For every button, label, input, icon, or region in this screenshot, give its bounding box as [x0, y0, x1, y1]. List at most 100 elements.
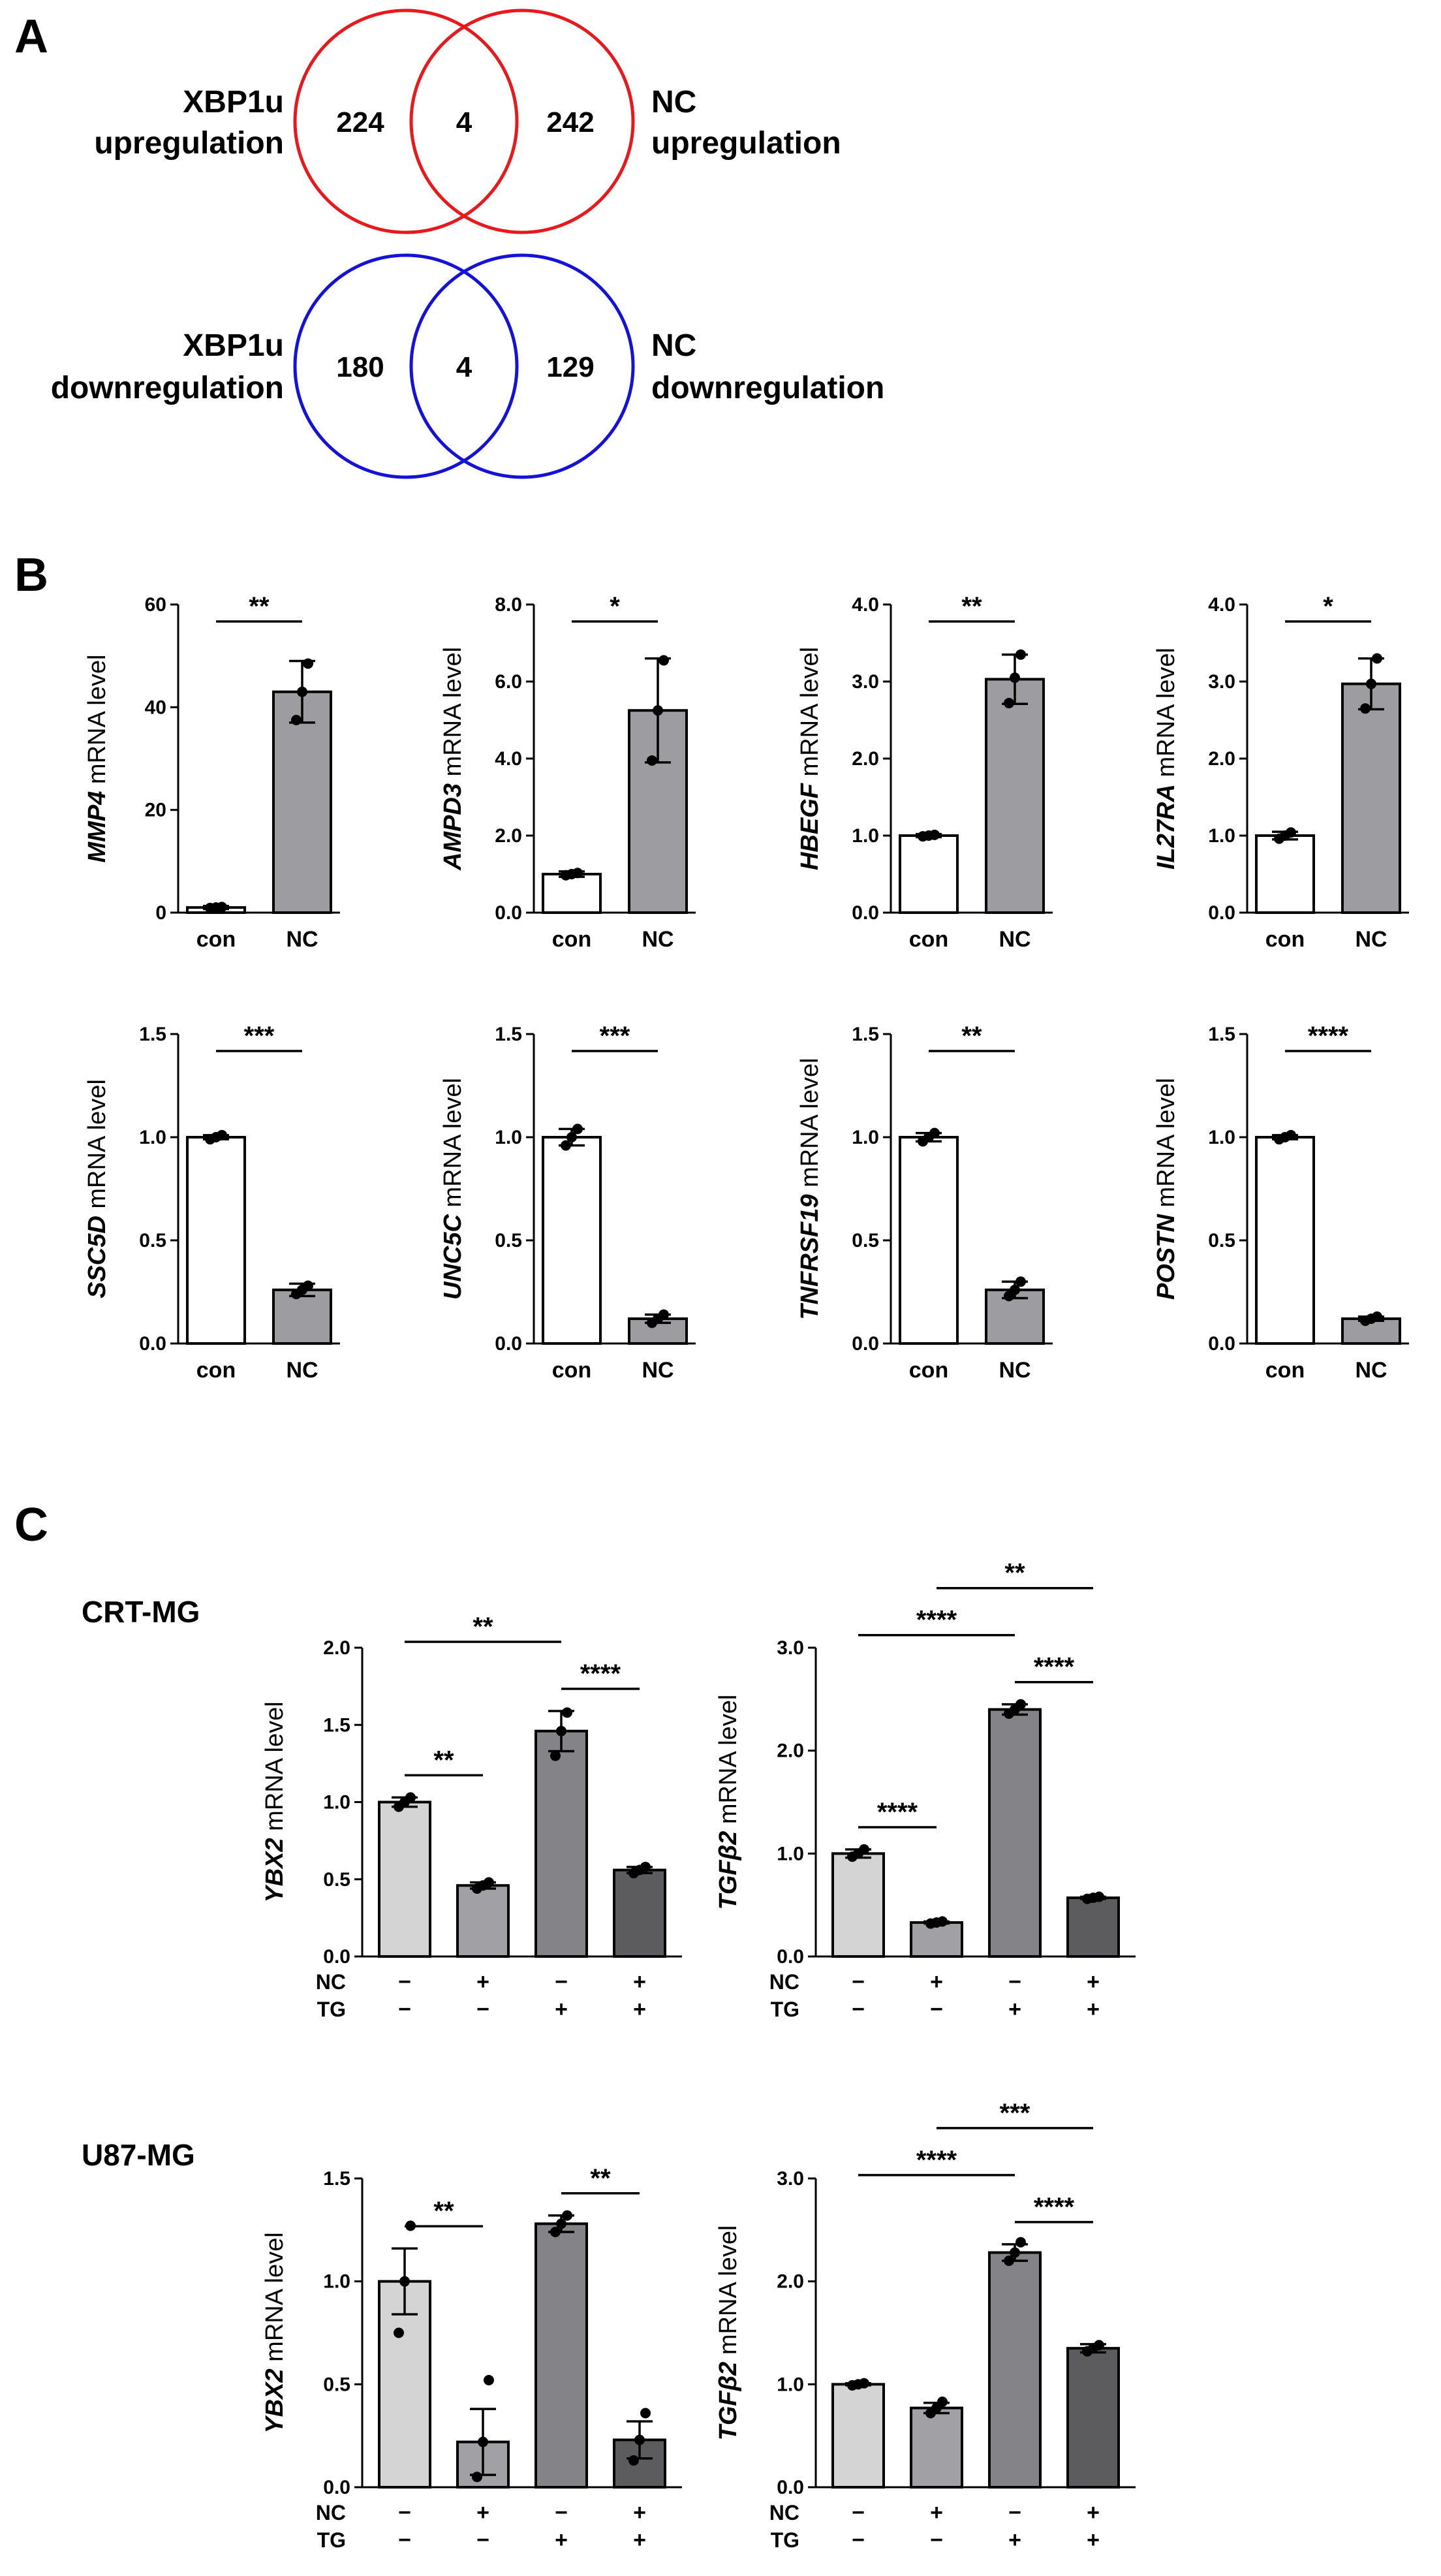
- condition-sign: +: [930, 1970, 943, 1994]
- data-point: [1015, 1699, 1026, 1710]
- y-tick-label: 2.0: [495, 825, 522, 847]
- data-point: [217, 1129, 227, 1140]
- data-point: [647, 755, 657, 766]
- data-point: [1010, 1284, 1020, 1295]
- y-axis-title-gene: TNFRSF19: [796, 1194, 824, 1319]
- significance-label: ****: [1034, 2193, 1075, 2222]
- panel-label-b: B: [14, 549, 48, 601]
- data-point: [484, 1877, 494, 1888]
- bar: [985, 678, 1045, 914]
- condition-sign: −: [930, 2528, 943, 2552]
- bar: [988, 2251, 1042, 2489]
- y-tick-label: 1.0: [323, 2271, 350, 2293]
- y-tick-label: 0.0: [323, 2477, 350, 2498]
- chart-il27ra: 0.0 1.0 2.0 3.0 4.0 IL27RA mRNA level con NC *: [1153, 592, 1409, 952]
- condition-sign: +: [1087, 1970, 1100, 1994]
- bar: [988, 1708, 1042, 1958]
- data-point: [550, 1750, 561, 1761]
- significance-label: **: [473, 1612, 493, 1641]
- y-tick-label: 1.5: [852, 1024, 879, 1045]
- condition-sign: −: [476, 2528, 489, 2552]
- data-point: [659, 1309, 669, 1320]
- data-point: [1015, 649, 1026, 660]
- significance-label: **: [590, 2164, 611, 2193]
- y-axis-title: YBX2 mRNA level: [261, 2232, 288, 2433]
- bar: [1066, 1896, 1120, 1958]
- significance-label: *: [610, 592, 620, 621]
- condition-sign: +: [633, 2528, 646, 2552]
- condition-sign: −: [1008, 1970, 1021, 1994]
- data-point: [937, 1916, 948, 1927]
- y-axis-title: UNC5C mRNA level: [439, 1078, 467, 1300]
- y-axis-title: YBX2 mRNA level: [261, 1701, 288, 1902]
- y-tick-label: 3.0: [777, 1637, 804, 1659]
- x-category-label: NC: [1355, 1358, 1387, 1383]
- condition-sign: −: [1008, 2500, 1021, 2525]
- data-point: [572, 868, 583, 879]
- data-point: [929, 829, 940, 840]
- chart-tnfrsf19: 0.0 0.5 1.0 1.5 TNFRSF19 mRNA level con NC **: [796, 1022, 1053, 1383]
- y-tick-label: 0.5: [323, 2374, 350, 2395]
- condition-sign: −: [852, 1970, 865, 1994]
- chart-hbegf: 0.0 1.0 2.0 3.0 4.0 HBEGF mRNA level con NC **: [796, 592, 1053, 952]
- y-tick-label: 0.0: [777, 1946, 804, 1968]
- y-tick-label: 1.0: [1208, 1127, 1235, 1148]
- data-point: [1360, 703, 1371, 714]
- bar: [272, 1288, 332, 1345]
- significance-label: **: [249, 592, 270, 621]
- x-category-label: NC: [999, 927, 1030, 952]
- data-point: [1286, 827, 1296, 838]
- condition-sign: −: [852, 2500, 865, 2525]
- significance-label: ****: [1034, 1653, 1075, 1682]
- data-point: [859, 1844, 869, 1855]
- y-tick-label: 1.0: [139, 1127, 166, 1148]
- bar: [910, 1921, 963, 1958]
- condition-sign: −: [398, 2500, 411, 2525]
- y-tick-label: 3.0: [777, 2168, 804, 2190]
- y-tick-label: 1.5: [323, 2168, 350, 2190]
- y-axis-title-gene: TGFβ2: [715, 2362, 742, 2441]
- data-point: [1010, 672, 1020, 683]
- condition-sign: −: [852, 2528, 865, 2552]
- bar: [831, 2383, 885, 2489]
- y-tick-label: 0.5: [139, 1230, 166, 1251]
- y-tick-label: 40: [145, 697, 166, 718]
- y-axis-title-gene: MMP4: [84, 791, 111, 863]
- y-axis-title-gene: UNC5C: [439, 1214, 467, 1300]
- condition-sign: +: [1008, 1997, 1021, 2022]
- condition-row-label: NC: [316, 1970, 346, 1994]
- data-point: [1004, 698, 1014, 709]
- y-axis-title: IL27RA mRNA level: [1153, 648, 1180, 870]
- significance-label: ****: [877, 1798, 918, 1827]
- data-point: [634, 2434, 645, 2445]
- condition-sign: −: [476, 1997, 489, 2022]
- data-point: [297, 686, 307, 697]
- panel-label-a: A: [14, 10, 48, 63]
- y-axis-title-suffix: mRNA level: [1153, 648, 1180, 784]
- y-axis-title-gene: AMPD3: [439, 783, 467, 871]
- y-tick-label: 20: [145, 800, 166, 821]
- bar: [378, 2280, 431, 2489]
- x-category-label: con: [909, 927, 948, 952]
- x-category-label: con: [552, 927, 591, 952]
- data-point: [1015, 1276, 1026, 1287]
- data-point: [640, 1861, 651, 1872]
- venn-upregulation: XBP1u upregulation NC upregulation 224 4…: [94, 8, 841, 234]
- bar: [456, 1884, 510, 1958]
- y-tick-label: 3.0: [852, 671, 879, 693]
- y-tick-label: 0.0: [1208, 1333, 1235, 1355]
- bar: [1341, 682, 1401, 915]
- condition-sign: +: [555, 1997, 568, 2022]
- bar: [186, 1136, 246, 1345]
- venn-circle-left: [293, 8, 519, 234]
- y-tick-label: 3.0: [1208, 671, 1235, 693]
- data-point: [1004, 2255, 1014, 2267]
- condition-sign: +: [476, 2500, 489, 2525]
- condition-sign: +: [633, 1970, 646, 1994]
- y-axis-title-suffix: mRNA level: [84, 1079, 111, 1216]
- y-tick-label: 8.0: [495, 594, 522, 616]
- venn-right-label-line1: NC: [651, 85, 696, 119]
- bar: [1255, 1136, 1315, 1345]
- data-point: [1094, 1891, 1104, 1902]
